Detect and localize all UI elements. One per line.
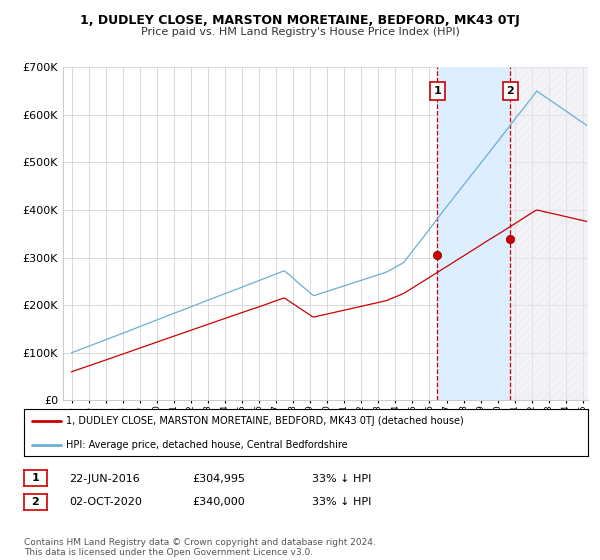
Text: £304,995: £304,995 [192,474,245,484]
Bar [437,67,511,400]
Text: 1: 1 [434,86,442,96]
Text: 2: 2 [32,497,39,507]
Text: Contains HM Land Registry data © Crown copyright and database right 2024.
This d: Contains HM Land Registry data © Crown c… [24,538,376,557]
Text: 1, DUDLEY CLOSE, MARSTON MORETAINE, BEDFORD, MK43 0TJ (detached house): 1, DUDLEY CLOSE, MARSTON MORETAINE, BEDF… [66,416,464,426]
Text: 02-OCT-2020: 02-OCT-2020 [69,497,142,507]
Text: £340,000: £340,000 [192,497,245,507]
Text: 33% ↓ HPI: 33% ↓ HPI [312,474,371,484]
Text: 2: 2 [506,86,514,96]
Text: 33% ↓ HPI: 33% ↓ HPI [312,497,371,507]
Text: HPI: Average price, detached house, Central Bedfordshire: HPI: Average price, detached house, Cent… [66,440,348,450]
Text: 22-JUN-2016: 22-JUN-2016 [69,474,140,484]
Text: 1, DUDLEY CLOSE, MARSTON MORETAINE, BEDFORD, MK43 0TJ: 1, DUDLEY CLOSE, MARSTON MORETAINE, BEDF… [80,14,520,27]
Text: Price paid vs. HM Land Registry's House Price Index (HPI): Price paid vs. HM Land Registry's House … [140,27,460,37]
Bar [511,67,596,400]
Text: 1: 1 [32,473,39,483]
